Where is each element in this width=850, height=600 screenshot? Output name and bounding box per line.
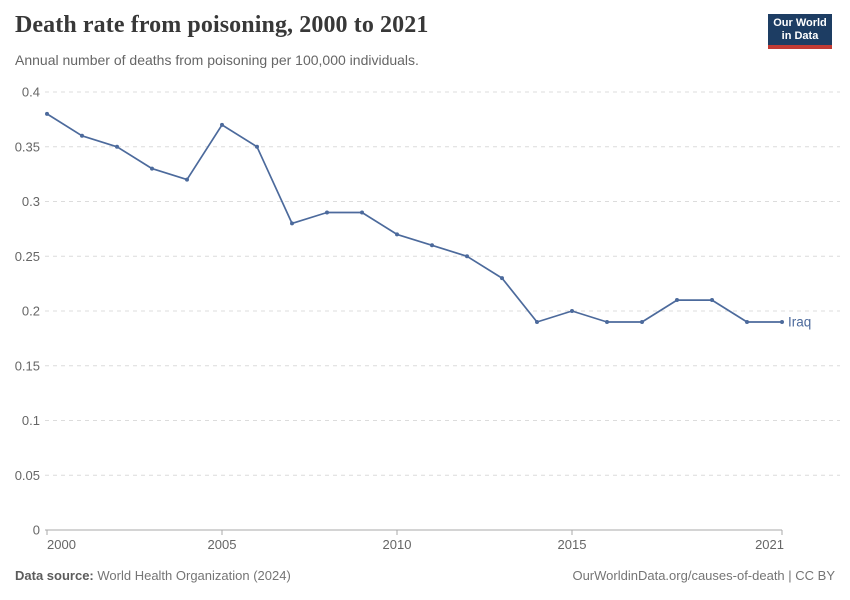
data-source-label: Data source: (15, 568, 94, 583)
page-subtitle: Annual number of deaths from poisoning p… (15, 52, 419, 68)
x-axis-tick-label: 2015 (558, 537, 587, 552)
y-axis-tick-label: 0.25 (15, 249, 40, 264)
data-point (220, 122, 224, 127)
data-point (605, 319, 609, 324)
y-axis-tick-label: 0.4 (22, 85, 40, 100)
data-point (360, 210, 364, 215)
x-axis-tick-label: 2005 (208, 537, 237, 552)
y-axis-tick-label: 0.1 (22, 413, 40, 428)
data-point (255, 144, 259, 149)
data-point (325, 210, 329, 215)
y-axis-tick-label: 0.05 (15, 468, 40, 483)
chart-footer: Data source: World Health Organization (… (15, 568, 835, 583)
data-point (535, 319, 539, 324)
owid-logo-line1: Our World (773, 16, 827, 29)
data-point (465, 254, 469, 259)
data-point (570, 309, 574, 313)
data-point (745, 319, 749, 324)
data-point (80, 133, 84, 138)
series-end-label: Iraq (788, 314, 811, 329)
data-source: Data source: World Health Organization (… (15, 568, 291, 583)
data-point (115, 144, 119, 149)
data-point (185, 177, 189, 182)
y-axis-tick-label: 0.35 (15, 139, 40, 154)
data-point (290, 221, 294, 226)
owid-logo-line2: in Data (781, 29, 819, 42)
data-point (710, 298, 714, 303)
data-point (640, 319, 644, 324)
data-point (500, 276, 504, 281)
data-point (45, 111, 49, 116)
y-axis-tick-label: 0.2 (22, 304, 40, 319)
y-axis-tick-label: 0.15 (15, 358, 40, 373)
data-point (780, 319, 784, 324)
y-axis-tick-label: 0 (33, 523, 40, 538)
credit-link[interactable]: OurWorldinData.org/causes-of-death | CC … (572, 568, 835, 583)
owid-logo[interactable]: Our World in Data (768, 14, 832, 49)
data-point (430, 243, 434, 248)
data-point (675, 298, 679, 303)
x-axis-tick-label: 2010 (383, 537, 412, 552)
data-point (395, 232, 399, 237)
x-axis-tick-label: 2000 (47, 537, 76, 552)
series-line-iraq (46, 113, 783, 323)
y-axis-tick-label: 0.3 (22, 194, 40, 209)
data-source-text: World Health Organization (2024) (97, 568, 291, 583)
x-axis-tick-label: 2021 (755, 537, 784, 552)
data-point (150, 166, 154, 171)
page-title: Death rate from poisoning, 2000 to 2021 (15, 12, 429, 38)
